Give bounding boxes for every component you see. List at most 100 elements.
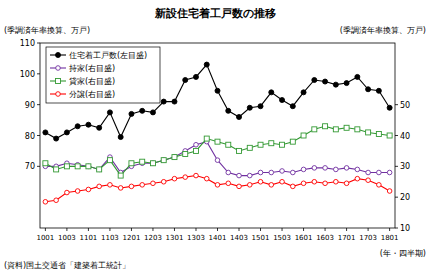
marker (150, 110, 155, 115)
marker (75, 124, 80, 129)
marker (43, 161, 48, 166)
marker (237, 148, 242, 153)
x-tick (195, 228, 196, 231)
marker (86, 187, 91, 192)
x-tick (368, 228, 369, 231)
marker (387, 133, 392, 138)
marker (387, 170, 392, 175)
y-tick (37, 135, 40, 136)
legend-label: 持家(右目盛) (69, 64, 115, 73)
marker (56, 66, 61, 71)
marker (204, 176, 209, 181)
y-tick-label: 110 (20, 39, 35, 48)
marker (140, 159, 145, 164)
marker (54, 136, 59, 141)
marker (129, 161, 134, 166)
marker (258, 170, 263, 175)
marker (387, 105, 392, 110)
x-tick (88, 228, 89, 231)
marker (312, 127, 317, 132)
chart: 新設住宅着工戸数の推移 (季調済年率換算、万戸) (季調済年率換算、万戸) 70 80 9… (0, 0, 430, 275)
x-tick-label: 1101 (79, 234, 97, 242)
marker (161, 158, 166, 163)
x-tick (152, 228, 153, 231)
y2-tick (395, 166, 398, 167)
y-axis-label: (季調済年率換算、万戸) (4, 26, 90, 35)
marker (151, 161, 156, 166)
marker (323, 181, 328, 186)
marker (355, 176, 360, 181)
marker (215, 158, 220, 163)
marker (97, 184, 102, 189)
marker (258, 179, 263, 184)
marker (226, 170, 231, 175)
y-tick-label: 90 (25, 101, 35, 110)
y2-tick-label: 30 (400, 162, 410, 171)
marker (355, 127, 360, 132)
marker (237, 184, 242, 189)
marker (65, 190, 70, 195)
x-tick (303, 228, 304, 231)
legend-label: 分譲(右目盛) (69, 90, 115, 99)
marker (226, 181, 231, 186)
marker (215, 183, 220, 188)
y-tick-label: 70 (25, 162, 35, 171)
marker (183, 152, 188, 157)
y-tick (37, 104, 40, 105)
x-tick (325, 228, 326, 231)
x-tick (131, 228, 132, 231)
marker (333, 127, 338, 132)
y2-tick (395, 197, 398, 198)
y2-tick (395, 228, 398, 229)
x-tick-label: 1001 (36, 234, 54, 242)
y-tick-label: 80 (25, 132, 35, 141)
marker (118, 186, 123, 191)
x-tick-label: 1303 (187, 234, 205, 242)
y-tick-label: 100 (20, 70, 35, 79)
title: 新設住宅着工戸数の推移 (154, 7, 276, 20)
marker (43, 199, 48, 204)
legend-label: 貸家(右目盛) (69, 77, 115, 86)
series-group (43, 62, 392, 204)
marker (150, 161, 155, 166)
x-tick-label: 1201 (123, 234, 141, 242)
marker (376, 131, 381, 136)
legend-label: 住宅着工戸数(左目盛) (69, 51, 147, 60)
marker (334, 179, 339, 184)
marker (107, 110, 112, 115)
marker (64, 130, 69, 135)
x-tick (109, 228, 110, 231)
marker (129, 111, 134, 116)
marker (269, 170, 274, 175)
x-tick (346, 228, 347, 231)
marker (183, 78, 188, 83)
marker (161, 179, 166, 184)
y2-axis-label: (季調済年率換算、万戸) (340, 26, 426, 35)
marker (183, 175, 188, 180)
series-line (45, 142, 389, 176)
marker (301, 167, 306, 172)
marker (366, 178, 371, 183)
marker (172, 176, 177, 181)
source: (資料)国土交通省「建築着工統計」 (4, 261, 130, 270)
series-line (45, 126, 389, 175)
plot-frame (40, 43, 395, 228)
marker (280, 179, 285, 184)
marker (194, 173, 199, 178)
y-tick (37, 166, 40, 167)
marker (355, 167, 360, 172)
marker (290, 139, 295, 144)
marker (172, 155, 177, 160)
x-tick (66, 228, 67, 231)
x-tick-label: 1203 (144, 234, 162, 242)
y2-tick-label: 40 (400, 132, 410, 141)
marker (301, 181, 306, 186)
marker (312, 78, 317, 83)
y-tick (37, 43, 40, 44)
marker (118, 173, 123, 178)
marker (194, 142, 199, 147)
marker (161, 158, 166, 163)
marker (215, 88, 220, 93)
marker (344, 81, 349, 86)
y2-tick-label: 20 (400, 193, 410, 202)
